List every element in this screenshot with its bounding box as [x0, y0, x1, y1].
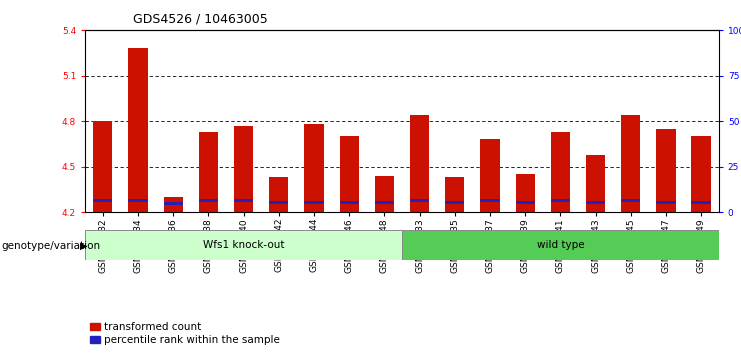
Bar [691, 201, 711, 204]
Bar [85, 230, 402, 260]
Bar [551, 199, 570, 202]
Bar [621, 115, 640, 212]
Legend: transformed count, percentile rank within the sample: transformed count, percentile rank withi… [90, 322, 280, 345]
Text: wild type: wild type [536, 240, 584, 250]
Bar [410, 115, 429, 212]
Text: ▶: ▶ [80, 241, 87, 251]
Bar [657, 129, 676, 212]
Text: Wfs1 knock-out: Wfs1 knock-out [203, 240, 285, 250]
Bar [402, 230, 719, 260]
Text: genotype/variation: genotype/variation [1, 241, 101, 251]
Bar [234, 199, 253, 202]
Bar [269, 177, 288, 212]
Bar [657, 201, 676, 204]
Bar [339, 136, 359, 212]
Bar [375, 176, 394, 212]
Bar [445, 201, 465, 204]
Bar [621, 199, 640, 202]
Text: GDS4526 / 10463005: GDS4526 / 10463005 [133, 12, 268, 25]
Bar [199, 132, 218, 212]
Bar [516, 201, 535, 204]
Bar [199, 199, 218, 202]
Bar [164, 197, 183, 212]
Bar [269, 201, 288, 204]
Bar [339, 201, 359, 204]
Bar [480, 139, 499, 212]
Bar [586, 155, 605, 212]
Bar [128, 199, 147, 202]
Bar [586, 201, 605, 204]
Bar [551, 132, 570, 212]
Bar [480, 199, 499, 202]
Bar [234, 126, 253, 212]
Bar [305, 124, 324, 212]
Bar [305, 201, 324, 204]
Bar [375, 201, 394, 204]
Bar [93, 121, 113, 212]
Bar [164, 202, 183, 205]
Bar [516, 175, 535, 212]
Bar [93, 199, 113, 202]
Bar [445, 177, 465, 212]
Bar [410, 199, 429, 202]
Bar [128, 48, 147, 212]
Bar [691, 136, 711, 212]
